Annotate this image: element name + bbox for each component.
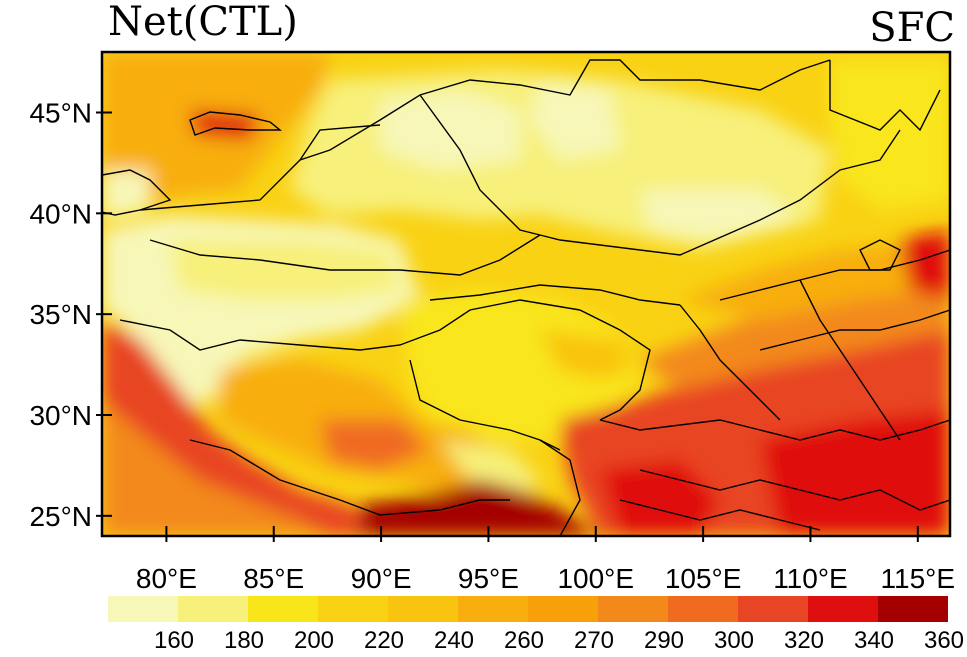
contour-region [190,110,260,140]
colorbar-label: 320 [784,627,824,654]
contour-region [540,330,630,380]
border-line [619,499,821,531]
level-label: SFC [869,5,955,51]
lat-tick-label: 25°N [29,501,92,532]
border-line [189,439,510,516]
colorbar-label: 220 [364,627,404,654]
contour-region [680,240,950,320]
colorbar-swatch [388,596,458,622]
border-line [419,94,541,236]
colorbar-swatch [248,596,318,622]
colorbar-label: 160 [154,627,194,654]
lon-tick-label: 115°E [881,563,956,594]
border-line [719,249,950,301]
colorbar-swatch [178,596,248,622]
contour-region [380,90,520,170]
country-borders [102,59,950,536]
border-line [829,60,941,132]
map-title: Net(CTL) [108,0,298,45]
lon-tick-label: 95°E [458,563,519,594]
lat-tick-label: 30°N [29,400,92,431]
border-line [539,129,901,256]
border-line [579,309,651,421]
border-line [299,124,381,161]
contour-region [440,440,540,500]
border-line [139,59,831,211]
colorbar-label: 200 [294,627,334,654]
lat-tick-label: 45°N [29,98,92,129]
contour-region [640,280,950,390]
colorbar-swatch [878,596,948,622]
colorbar-swatch [598,596,668,622]
colorbar: 160 180 200 220 240 260 270 290 300 320 340 360 [108,596,964,654]
longitude-axis: 80°E 85°E 90°E 95°E 100°E 105°E 110°E 115°E [136,526,955,594]
contour-region [102,170,150,220]
lon-tick-label: 85°E [243,563,304,594]
colorbar-swatch [738,596,808,622]
colorbar-swatch [808,596,878,622]
contour-region [102,400,330,536]
lon-tick-label: 105°E [665,563,742,594]
border-line [679,304,781,421]
colorbar-label: 300 [714,627,754,654]
colorbar-label: 240 [434,627,474,654]
field-contours [102,52,950,536]
contour-region [360,480,600,536]
lon-tick-label: 100°E [557,563,634,594]
colorbar-label: 340 [854,627,894,654]
colorbar-swatch [318,596,388,622]
lake-outline [189,111,282,136]
colorbar-label: 180 [224,627,264,654]
border-line [102,169,172,216]
lon-tick-label: 110°E [773,563,848,594]
contour-region [900,230,950,300]
lat-tick-label: 40°N [29,198,92,229]
lat-tick-label: 35°N [29,299,92,330]
colorbar-label: 290 [644,627,684,654]
border-line [119,299,581,351]
map-frame [100,50,952,538]
border-line [429,284,681,306]
border-line [859,239,901,271]
border-line [599,419,950,441]
lon-tick-label: 80°E [136,563,197,594]
border-line [759,309,950,351]
contour-region [320,420,430,470]
contour-region [400,290,640,440]
contour-region [170,240,400,300]
contour-region [830,60,950,210]
colorbar-label: 360 [924,627,964,654]
colorbar-swatch [458,596,528,622]
contour-region [530,80,620,160]
colorbar-label: 260 [504,627,544,654]
colorbar-swatch [108,596,178,622]
border-line [799,279,901,441]
border-line [639,469,950,511]
colorbar-swatch [528,596,598,622]
latitude-axis: 45°N 40°N 35°N 30°N 25°N [29,98,112,532]
colorbar-label: 270 [574,627,614,654]
map-field [102,52,950,536]
contour-region [640,190,800,240]
colorbar-swatch [668,596,738,622]
contour-region [760,410,950,536]
border-line [539,439,581,536]
border-line [149,234,541,276]
lon-tick-label: 90°E [351,563,412,594]
